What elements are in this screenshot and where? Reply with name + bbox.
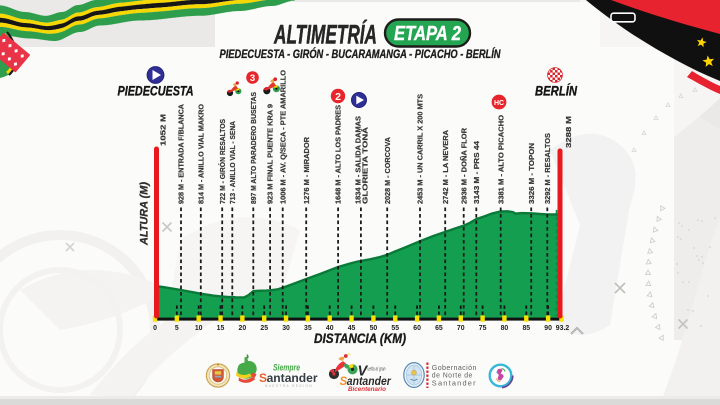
svg-text:Siempre: Siempre bbox=[273, 363, 301, 374]
svg-text:30: 30 bbox=[282, 325, 290, 332]
svg-text:60: 60 bbox=[413, 325, 421, 332]
svg-text:ALTIMETRÍA: ALTIMETRÍA bbox=[273, 20, 377, 50]
svg-text:DISTANCIA (KM): DISTANCIA (KM) bbox=[314, 331, 406, 346]
svg-text:3288 M: 3288 M bbox=[564, 116, 573, 148]
svg-text:15: 15 bbox=[217, 325, 225, 332]
svg-text:antander: antander bbox=[267, 371, 318, 385]
svg-text:713 - ANILLO VIAL - SENA: 713 - ANILLO VIAL - SENA bbox=[228, 121, 237, 204]
svg-text:75: 75 bbox=[479, 325, 487, 332]
svg-text:S: S bbox=[259, 371, 267, 385]
svg-text:0: 0 bbox=[153, 325, 157, 332]
svg-text:93.2: 93.2 bbox=[556, 325, 570, 332]
svg-text:70: 70 bbox=[457, 325, 465, 332]
svg-text:45: 45 bbox=[348, 325, 356, 332]
svg-text:3381 M - ALTO PICACHO: 3381 M - ALTO PICACHO bbox=[496, 115, 505, 204]
svg-text:814 M - ANILLO VIAL MAKRO: 814 M - ANILLO VIAL MAKRO bbox=[196, 104, 205, 204]
svg-text:V: V bbox=[358, 364, 369, 380]
svg-text:ALTURA (M): ALTURA (M) bbox=[139, 182, 151, 246]
svg-text:3143 M - PRS 44: 3143 M - PRS 44 bbox=[472, 140, 481, 204]
svg-text:Santander: Santander bbox=[432, 378, 477, 387]
svg-text:40: 40 bbox=[326, 325, 334, 332]
svg-text:2742 M - LA NEVERA: 2742 M - LA NEVERA bbox=[441, 130, 450, 204]
svg-text:722 M - GIRÓN RESALTOS: 722 M - GIRÓN RESALTOS bbox=[218, 119, 227, 204]
svg-text:PIEDECUESTA - GIRÓN - BUCARAMA: PIEDECUESTA - GIRÓN - BUCARAMANGA - PICA… bbox=[220, 48, 502, 61]
svg-text:1834 M - SALIDA DAMAS: 1834 M - SALIDA DAMAS bbox=[353, 116, 362, 204]
svg-text:2028 M - CORCOVA: 2028 M - CORCOVA bbox=[383, 137, 392, 204]
svg-text:2453 M - UN CARRIL X 200 MTS: 2453 M - UN CARRIL X 200 MTS bbox=[416, 94, 425, 204]
svg-text:Gobernación: Gobernación bbox=[432, 363, 477, 372]
svg-text:1052 M: 1052 M bbox=[158, 114, 167, 146]
svg-text:80: 80 bbox=[501, 325, 509, 332]
svg-text:20: 20 bbox=[239, 325, 247, 332]
svg-text:3326 M - TOPON: 3326 M - TOPON bbox=[527, 143, 536, 204]
svg-text:1648 M - ALTO LOS PADRES: 1648 M - ALTO LOS PADRES bbox=[334, 105, 343, 204]
svg-text:de Norte de: de Norte de bbox=[432, 371, 473, 380]
svg-text:BERLÍN: BERLÍN bbox=[535, 84, 577, 99]
svg-text:90: 90 bbox=[544, 325, 552, 332]
svg-text:10: 10 bbox=[195, 325, 203, 332]
svg-text:85: 85 bbox=[522, 325, 530, 332]
svg-text:PIEDECUESTA: PIEDECUESTA bbox=[118, 84, 194, 99]
svg-text:uelta al gran: uelta al gran bbox=[368, 367, 386, 373]
svg-text:897 M ALTO PARADERO BUSETAS: 897 M ALTO PARADERO BUSETAS bbox=[249, 92, 258, 204]
svg-text:65: 65 bbox=[435, 325, 443, 332]
svg-text:ETAPA 2: ETAPA 2 bbox=[394, 22, 461, 45]
svg-text:Bicentenario: Bicentenario bbox=[348, 387, 386, 393]
svg-text:3292 M - RESALTOS: 3292 M - RESALTOS bbox=[543, 133, 552, 204]
svg-text:923 M FINAL PUENTE KRA 9: 923 M FINAL PUENTE KRA 9 bbox=[266, 104, 275, 204]
svg-text:5: 5 bbox=[175, 325, 179, 332]
svg-text:1276 M - MIRADOR: 1276 M - MIRADOR bbox=[302, 136, 311, 204]
svg-text:S: S bbox=[340, 376, 348, 388]
svg-text:2936 M - DOÑA FLOR: 2936 M - DOÑA FLOR bbox=[459, 127, 468, 204]
svg-text:928 M - ENTRADA F/BLANCA: 928 M - ENTRADA F/BLANCA bbox=[177, 104, 186, 204]
svg-text:GLORIETA TONÁ: GLORIETA TONÁ bbox=[361, 126, 370, 204]
svg-text:3: 3 bbox=[250, 73, 255, 84]
svg-text:HC: HC bbox=[494, 100, 504, 107]
svg-text:NUESTRA REGION: NUESTRA REGION bbox=[265, 384, 313, 388]
svg-text:25: 25 bbox=[260, 325, 268, 332]
svg-text:55: 55 bbox=[391, 325, 399, 332]
svg-text:35: 35 bbox=[304, 325, 312, 332]
svg-text:1006 M - AV. Q/SECA - PTE AMAR: 1006 M - AV. Q/SECA - PTE AMARILLO bbox=[278, 70, 287, 204]
svg-text:2: 2 bbox=[335, 91, 341, 103]
svg-text:50: 50 bbox=[370, 325, 378, 332]
svg-text:antander: antander bbox=[347, 376, 391, 388]
